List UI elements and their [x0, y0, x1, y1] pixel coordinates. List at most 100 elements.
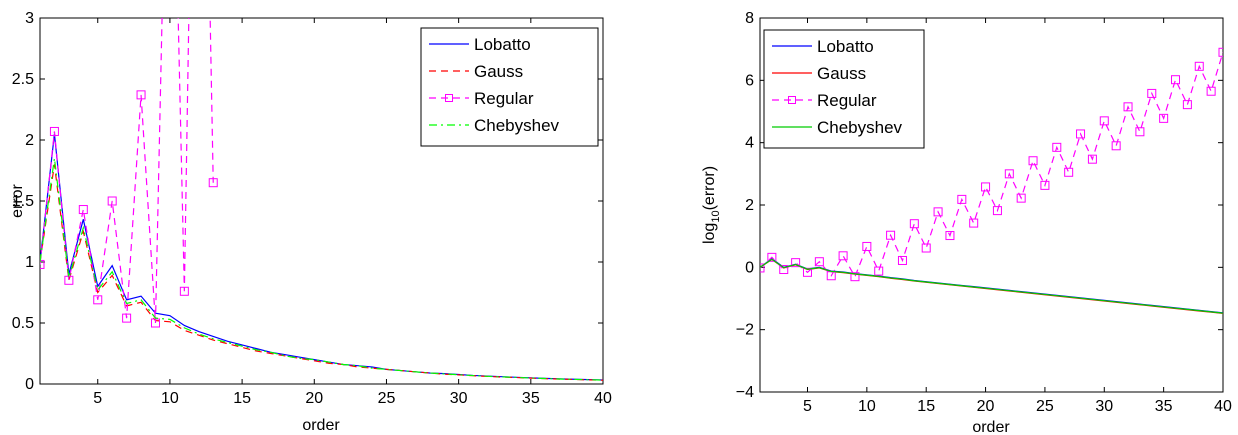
data-point-regular: [1016, 193, 1026, 203]
data-point-regular: [945, 231, 955, 241]
data-point-regular: [791, 258, 801, 268]
data-point-regular: [1135, 127, 1145, 137]
tick-layer: 5 10 15 20 25 30 35 40 0 0.5 1 1.5 2 2.5 3: [12, 10, 612, 407]
legend-label-gauss: Gauss: [474, 62, 523, 81]
data-point-regular: [136, 90, 146, 100]
data-point-regular: [40, 259, 45, 269]
series-layer: [40, 18, 603, 381]
y-tick-label: 0.5: [12, 315, 34, 332]
series-line-chebyshev: [760, 258, 1223, 314]
series-line-regular: [40, 18, 214, 324]
data-point-regular: [1076, 129, 1086, 139]
series-line-regular: [760, 52, 1223, 279]
y-tick-label: 2: [25, 132, 34, 149]
x-tick-label: 20: [977, 398, 995, 415]
data-point-regular: [93, 295, 103, 305]
data-point-regular: [981, 182, 991, 192]
y-tick-label: 4: [745, 135, 754, 152]
legend-marker-regular: [445, 94, 453, 102]
data-point-regular: [760, 263, 765, 273]
data-point-regular: [1064, 167, 1074, 177]
data-point-regular: [1087, 154, 1097, 164]
y-axis-label-subscript: 10: [710, 210, 722, 222]
data-point-regular: [1040, 180, 1050, 190]
data-point-regular: [886, 230, 896, 240]
x-tick-label: 10: [161, 390, 179, 407]
y-tick-label: 1.5: [12, 193, 34, 210]
tick-layer: 5 10 15 20 25 30 35 40 −4 −2 0 2 4 6 8: [736, 10, 1232, 415]
legend-label-chebyshev: Chebyshev: [817, 118, 903, 137]
x-tick-label: 10: [858, 398, 876, 415]
x-tick-label: 15: [917, 398, 935, 415]
data-point-regular: [1194, 61, 1204, 71]
data-point-regular: [767, 252, 777, 262]
data-point-regular: [814, 257, 824, 267]
y-tick-label: 0: [25, 376, 34, 393]
data-point-regular: [1111, 141, 1121, 151]
legend-box: [420, 27, 599, 147]
y-tick-label: 6: [745, 72, 754, 89]
data-point-regular: [992, 206, 1002, 216]
legend: Lobatto Gauss Regular Chebyshev: [420, 27, 599, 147]
data-point-regular: [921, 243, 931, 253]
y-tick-label: 1: [25, 254, 34, 271]
x-axis-label: order: [972, 419, 1010, 435]
y-tick-label: −2: [736, 322, 754, 339]
legend-label-chebyshev: Chebyshev: [474, 116, 560, 135]
data-point-regular: [933, 207, 943, 217]
data-point-regular: [802, 267, 812, 277]
data-point-regular: [78, 205, 88, 215]
data-point-regular: [1004, 169, 1014, 179]
x-tick-label: 15: [233, 390, 251, 407]
data-point-regular: [1218, 47, 1223, 57]
x-tick-label: 5: [93, 390, 102, 407]
y-tick-label: −4: [736, 384, 754, 401]
x-tick-label: 35: [1155, 398, 1173, 415]
x-tick-label: 5: [803, 398, 812, 415]
data-point-regular: [957, 194, 967, 204]
data-point-regular: [779, 265, 789, 275]
data-point-regular: [874, 266, 884, 276]
data-point-regular: [897, 255, 907, 265]
x-tick-label: 30: [450, 390, 468, 407]
data-point-regular: [850, 272, 860, 282]
data-point-regular: [150, 318, 160, 328]
x-tick-label: 30: [1095, 398, 1113, 415]
legend: Lobatto Gauss Regular Chebyshev: [763, 29, 925, 149]
x-tick-label: 40: [594, 390, 612, 407]
data-point-regular: [1028, 156, 1038, 166]
data-point-regular: [1159, 113, 1169, 123]
data-point-regular: [838, 251, 848, 261]
x-tick-label: 25: [1036, 398, 1054, 415]
x-tick-label: 35: [522, 390, 540, 407]
legend-label-lobatto: Lobatto: [474, 35, 531, 54]
data-point-regular: [862, 241, 872, 251]
legend-marker-regular: [788, 96, 796, 104]
data-point-regular: [1171, 75, 1181, 85]
y-axis-label-main: log: [701, 223, 718, 244]
data-point-regular: [208, 178, 218, 188]
y-axis-label: error: [9, 183, 26, 217]
data-point-regular: [1182, 100, 1192, 110]
y-tick-label: 8: [745, 10, 754, 27]
data-point-regular: [49, 126, 59, 136]
y-tick-label: 2: [745, 197, 754, 214]
data-point-regular: [179, 286, 189, 296]
data-point-regular: [909, 219, 919, 229]
x-tick-label: 20: [305, 390, 323, 407]
legend-box: [763, 29, 925, 149]
legend-label-lobatto: Lobatto: [817, 37, 874, 56]
y-tick-label: 0: [745, 259, 754, 276]
legend-label-regular: Regular: [474, 89, 534, 108]
legend-label-regular: Regular: [817, 91, 877, 110]
data-point-regular: [122, 313, 132, 323]
data-point-regular: [107, 196, 117, 206]
data-point-regular: [1099, 116, 1109, 126]
x-axis-label: order: [302, 417, 340, 434]
series-line-chebyshev: [40, 158, 603, 381]
y-tick-label: 2.5: [12, 71, 34, 88]
series-layer: [760, 47, 1223, 315]
x-tick-label: 40: [1214, 398, 1232, 415]
